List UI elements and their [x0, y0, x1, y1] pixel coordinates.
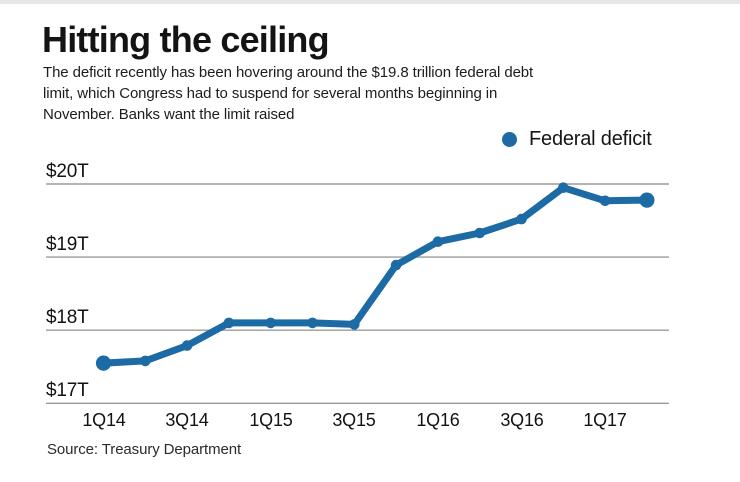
x-axis-label: 1Q15: [249, 410, 293, 430]
source-note: Source: Treasury Department: [47, 441, 242, 458]
legend-label: Federal deficit: [529, 127, 652, 150]
data-point-marker: [432, 236, 444, 247]
data-point-marker: [265, 317, 277, 329]
x-axis-label: 1Q16: [416, 410, 460, 430]
data-point-marker: [307, 317, 318, 329]
data-point-marker: [474, 227, 486, 239]
data-point-marker: [349, 319, 360, 330]
y-axis-label: $18T: [46, 307, 89, 328]
data-point-marker: [95, 355, 112, 371]
x-axis-label: 1Q14: [82, 410, 126, 430]
y-axis-label: $19T: [46, 234, 89, 255]
chart-subtitle: The deficit recently has been hovering a…: [43, 62, 683, 125]
legend-circle-icon: [502, 131, 517, 147]
chart-legend: Federal deficit: [502, 128, 652, 150]
x-axis-label: 3Q16: [500, 410, 544, 430]
subtitle-line: limit, which Congress had to suspend for…: [43, 85, 498, 102]
data-point-marker: [599, 195, 611, 207]
data-point-marker: [558, 182, 569, 193]
x-axis-label: 1Q17: [583, 410, 627, 430]
data-point-marker: [181, 340, 193, 351]
subtitle-line: The deficit recently has been hovering a…: [43, 64, 534, 81]
data-point-marker: [223, 317, 235, 329]
x-axis-label: 3Q14: [165, 410, 209, 430]
data-point-marker: [516, 213, 527, 225]
top-accent-bar: [0, 0, 740, 4]
data-point-marker: [390, 259, 402, 271]
data-point-marker: [140, 355, 151, 367]
federal-deficit-line: [100, 184, 651, 367]
page-title: Hitting the ceiling: [42, 19, 330, 60]
data-point-marker: [639, 192, 655, 208]
x-axis-label: 3Q15: [332, 410, 376, 430]
y-axis-label: $17T: [46, 380, 89, 401]
y-axis-label: $20T: [46, 161, 89, 182]
subtitle-line: November. Banks want the limit raised: [43, 106, 295, 123]
